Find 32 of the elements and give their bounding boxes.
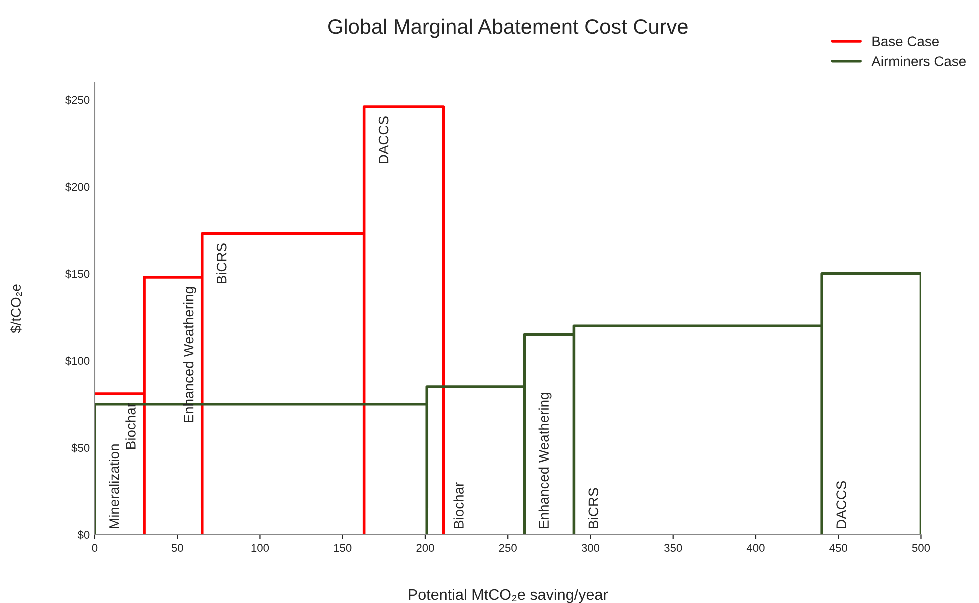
annotation: DACCS [378, 116, 389, 164]
legend-label: Base Case [872, 36, 939, 47]
x-tick-label: 0 [92, 544, 98, 552]
y-tick-label: $150 [66, 270, 90, 279]
annotation: Biochar [454, 482, 464, 528]
x-tick-label: 100 [252, 544, 270, 552]
x-tick-label: 250 [499, 544, 517, 552]
y-tick-label: $200 [66, 182, 90, 192]
legend-label: Airminers Case [872, 56, 966, 66]
x-tick-label: 200 [416, 544, 434, 552]
x-tick-label: 400 [746, 544, 765, 552]
y-axis-title: $/tCO₂e [10, 284, 22, 334]
y-tick-label: $0 [78, 530, 90, 540]
line-series [94, 106, 446, 535]
annotation: DACCS [836, 481, 846, 528]
annotation: Biochar [126, 403, 136, 449]
x-tick-label: 500 [912, 544, 930, 552]
x-tick-label: 50 [172, 544, 184, 552]
chart-title: Global Marginal Abatement Cost Curve [328, 18, 688, 38]
x-tick-label: 300 [582, 544, 600, 552]
annotation: Enhanced Weathering [184, 287, 196, 423]
annotation: Mineralization [109, 444, 120, 528]
annotation: BiCRS [216, 244, 227, 284]
y-tick-label: $50 [72, 444, 90, 453]
annotation: BiCRS [588, 488, 599, 528]
x-tick-label: 450 [830, 544, 848, 552]
x-axis-title: Potential MtCO₂e saving/year [409, 588, 608, 603]
x-tick-label: 150 [334, 544, 352, 552]
annotation: Enhanced Weathering [538, 393, 552, 528]
y-tick-label: $250 [66, 96, 90, 105]
y-tick-label: $100 [66, 356, 90, 366]
x-tick-label: 350 [664, 544, 682, 552]
